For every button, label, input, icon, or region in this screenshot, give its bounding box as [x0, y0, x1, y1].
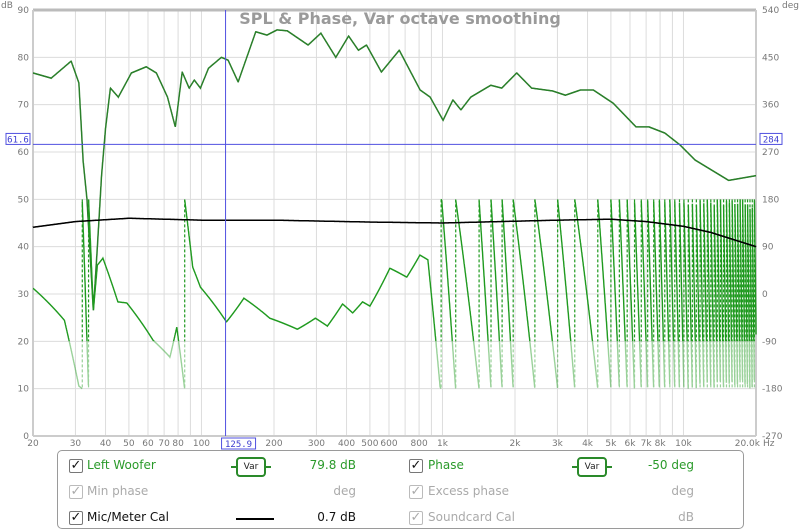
x-tick-label: 500 [361, 439, 378, 449]
x-tick-label: 4k [582, 439, 594, 449]
legend-row-mic-cal: ✓ Mic/Meter Cal 0.7 dB ✓ Soundcard Cal d… [58, 508, 743, 528]
cursor-deg-label: 284 [763, 135, 779, 145]
cursor-deg-label-box [759, 132, 783, 145]
excess-phase-checkbox[interactable]: ✓ [409, 484, 423, 499]
x-tick-label: 800 [411, 439, 428, 449]
x-tick-label: 60 [142, 439, 154, 449]
left-woofer-trace [32, 29, 757, 311]
y-right-tick-label: 270 [762, 148, 779, 158]
x-tick-label: 30 [70, 439, 82, 449]
y-left-tick-label: 30 [18, 290, 30, 300]
y-left-tick-label: 90 [18, 6, 30, 16]
mic-meter-cal-trace [32, 217, 757, 248]
cursor-db-label-box [5, 132, 31, 145]
legend-row-left-woofer: ✓ Left Woofer Var 79.8 dB ✓ Phase Var -5… [58, 456, 743, 477]
cursor-freq-label-box [221, 437, 257, 450]
soundcard-cal-label: Soundcard Cal [428, 510, 515, 524]
x-tick-label: 6k [625, 439, 637, 449]
series-layer [32, 29, 757, 390]
x-tick-label: 300 [308, 439, 325, 449]
y-left-tick-label: 40 [18, 243, 30, 253]
phase-label: Phase [428, 458, 464, 472]
excess-phase-value: deg [671, 484, 694, 498]
mic-meter-cal-line-swatch [236, 518, 274, 520]
spl-phase-chart[interactable]: SPL & Phase, Var octave smoothing dB deg… [0, 0, 800, 450]
y-left-tick-label: 0 [23, 432, 29, 442]
y-right-tick-label: 0 [762, 290, 768, 300]
y-right-tick-label: -180 [762, 385, 783, 395]
y-right-tick-label: -270 [762, 432, 783, 442]
y-left-tick-label: 70 [18, 101, 30, 111]
y-right-tick-label: 450 [762, 53, 779, 63]
left-axis-unit: dB [1, 1, 13, 11]
cursor-freq-label: 125.9 [225, 440, 252, 450]
x-tick-label: 8k [655, 439, 667, 449]
y-left-tick-label: 10 [18, 385, 30, 395]
phase-checkbox[interactable]: ✓ [409, 458, 423, 473]
min-phase-label: Min phase [87, 484, 149, 498]
x-tick-label: 3k [552, 439, 564, 449]
cursor[interactable]: 61.6 284 125.9 [5, 10, 783, 450]
x-tick-label: 7k [641, 439, 653, 449]
y-left-tick-label: 60 [18, 148, 30, 158]
min-phase-checkbox[interactable]: ✓ [69, 484, 83, 499]
x-tick-label: 80 [172, 439, 184, 449]
legend-panel: ✓ Left Woofer Var 79.8 dB ✓ Phase Var -5… [57, 450, 744, 529]
x-tick-label: 70 [158, 439, 170, 449]
x-tick-label: 20 [27, 439, 39, 449]
mic-meter-cal-checkbox[interactable]: ✓ [69, 510, 83, 525]
x-tick-label: 5k [605, 439, 617, 449]
mic-meter-cal-label: Mic/Meter Cal [87, 510, 169, 524]
x-tick-label: 40 [100, 439, 112, 449]
chart-title: SPL & Phase, Var octave smoothing [239, 9, 561, 28]
x-tick-label: 10k [675, 439, 692, 449]
phase-value: -50 deg [647, 458, 694, 472]
x-tick-label: 100 [193, 439, 210, 449]
x-tick-label: 1k [437, 439, 449, 449]
y-left-tick-label: 20 [18, 337, 30, 347]
x-axis-unit: Hz [763, 439, 775, 449]
left-woofer-value: 79.8 dB [309, 458, 356, 472]
left-woofer-checkbox[interactable]: ✓ [69, 458, 83, 473]
phase-smoothing-button[interactable]: Var [572, 457, 612, 477]
axis-ticks: 0102030405060708090-270-180-900901802703… [18, 6, 783, 449]
y-right-tick-label: 360 [762, 101, 779, 111]
x-tick-label: 600 [380, 439, 397, 449]
x-tick-label: 400 [338, 439, 355, 449]
x-tick-label: 20.0k [735, 439, 761, 449]
y-left-tick-label: 80 [18, 53, 30, 63]
y-left-tick-label: 50 [18, 195, 30, 205]
mic-meter-cal-value: 0.7 dB [317, 510, 356, 524]
soundcard-cal-checkbox[interactable]: ✓ [409, 510, 423, 525]
x-tick-label: 2k [510, 439, 522, 449]
right-axis-unit: deg [782, 1, 799, 11]
excess-phase-label: Excess phase [428, 484, 509, 498]
y-right-tick-label: 180 [762, 195, 779, 205]
cursor-db-label: 61.6 [7, 135, 29, 145]
legend-row-min-phase: ✓ Min phase deg ✓ Excess phase deg [58, 482, 743, 502]
y-right-tick-label: -90 [762, 337, 777, 347]
soundcard-cal-value: dB [678, 510, 694, 524]
x-tick-label: 50 [123, 439, 135, 449]
grid [32, 8, 757, 437]
y-right-tick-label: 90 [762, 243, 774, 253]
phase-trace-group [68, 341, 756, 390]
left-woofer-label: Left Woofer [87, 458, 156, 472]
y-right-tick-label: 540 [762, 6, 779, 16]
phase-trace [33, 198, 757, 341]
x-tick-label: 200 [265, 439, 282, 449]
left-woofer-smoothing-button[interactable]: Var [231, 457, 271, 477]
min-phase-value: deg [333, 484, 356, 498]
